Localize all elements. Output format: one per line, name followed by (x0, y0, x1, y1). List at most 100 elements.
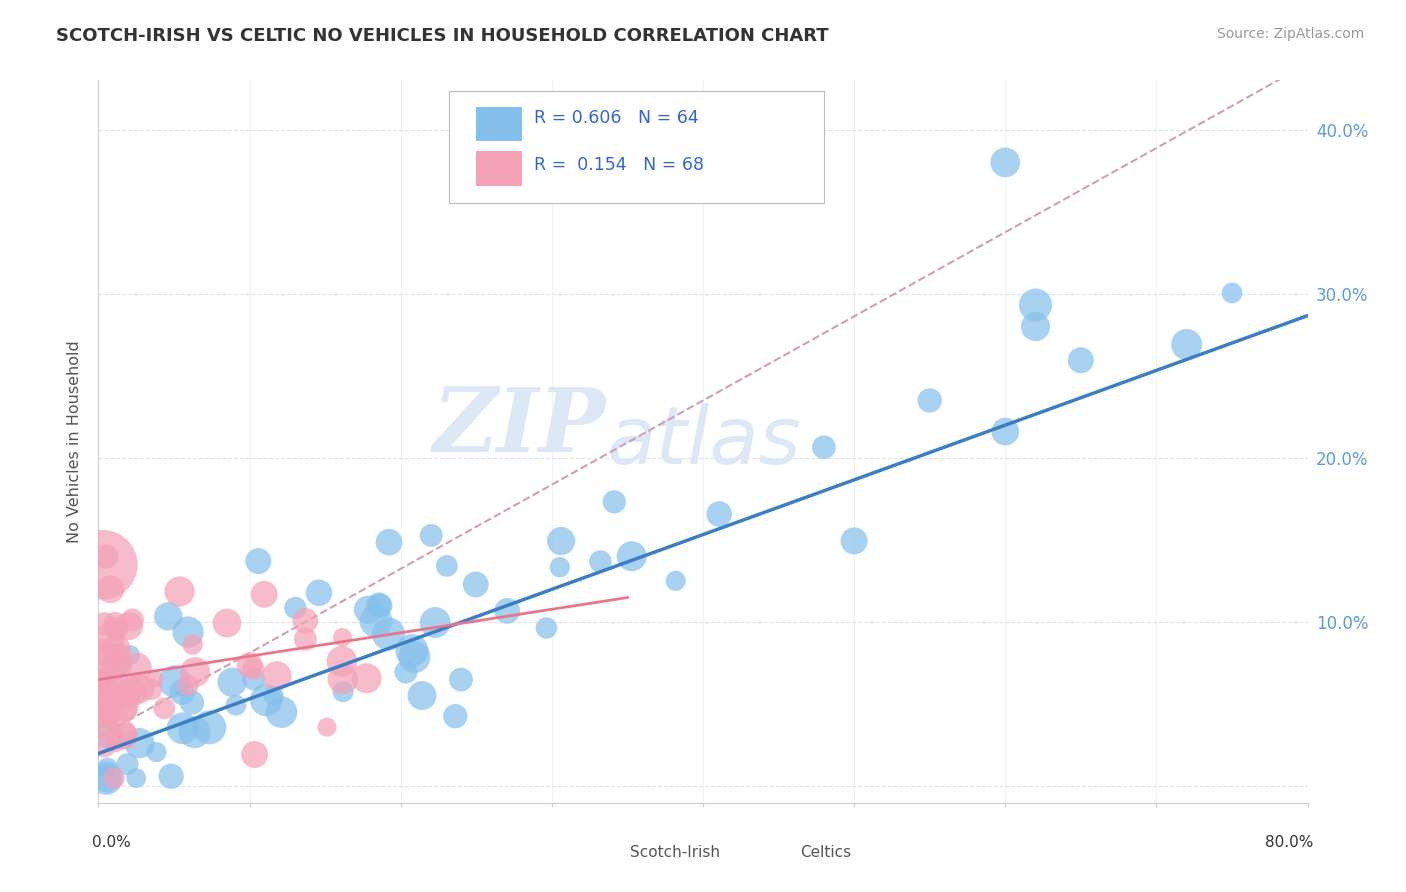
Point (357, 603, 380, 617)
Point (436, 558, 458, 573)
Point (93, 696, 115, 710)
Point (90, 708, 112, 723)
Point (242, 662, 264, 676)
Text: R =  0.154   N = 68: R = 0.154 N = 68 (534, 156, 704, 174)
Point (308, 585, 330, 599)
Point (145, 745, 167, 759)
Bar (475, 152, 522, 186)
Point (160, 769, 183, 783)
Point (994, 155, 1017, 169)
Point (183, 725, 205, 739)
Point (104, 649, 127, 664)
Point (163, 674, 186, 689)
Point (143, 672, 166, 686)
Point (104, 681, 127, 695)
Point (444, 709, 467, 723)
Text: Celtics: Celtics (800, 845, 851, 860)
Point (411, 689, 433, 703)
Point (91, 679, 114, 693)
Point (425, 615, 447, 630)
Point (496, 604, 519, 618)
Point (98, 705, 121, 719)
Point (1175, 337, 1198, 351)
Point (332, 685, 354, 699)
Point (90, 675, 112, 690)
Point (103, 771, 125, 785)
Point (266, 669, 288, 683)
Point (125, 771, 148, 785)
Point (96, 771, 118, 785)
Point (225, 698, 247, 713)
Point (589, 555, 612, 569)
Point (177, 678, 200, 692)
Text: R = 0.606   N = 64: R = 0.606 N = 64 (534, 109, 699, 127)
Point (125, 660, 148, 674)
Point (395, 665, 418, 679)
Point (844, 533, 866, 548)
Text: Source: ZipAtlas.com: Source: ZipAtlas.com (1216, 27, 1364, 41)
Point (294, 614, 316, 628)
Point (94, 771, 117, 785)
Point (107, 648, 129, 663)
Point (709, 507, 731, 521)
Point (181, 696, 204, 710)
Point (97, 708, 120, 723)
Point (238, 658, 260, 673)
Point (994, 425, 1017, 439)
Point (93, 698, 115, 712)
Point (263, 689, 285, 703)
Point (169, 584, 191, 599)
Point (120, 683, 142, 698)
Text: Scotch-Irish: Scotch-Irish (630, 845, 720, 860)
Point (157, 609, 180, 624)
Point (450, 673, 472, 687)
Point (118, 688, 141, 702)
Point (110, 727, 132, 741)
Point (665, 574, 688, 588)
Point (112, 729, 135, 743)
Point (141, 682, 163, 697)
Point (118, 619, 141, 633)
Point (1220, 285, 1243, 300)
Text: ZIP: ZIP (433, 384, 606, 470)
Point (105, 642, 128, 657)
Point (93, 738, 115, 752)
Text: atlas: atlas (606, 402, 801, 481)
Point (105, 690, 128, 704)
Point (294, 632, 316, 647)
Point (184, 665, 207, 680)
Point (364, 614, 387, 628)
Point (90, 672, 112, 686)
Point (270, 705, 292, 719)
Point (401, 643, 423, 657)
Point (107, 655, 129, 669)
Y-axis label: No Vehicles in Household: No Vehicles in Household (67, 340, 83, 543)
Point (1024, 319, 1046, 334)
Point (128, 736, 150, 750)
Point (550, 534, 572, 549)
Point (254, 693, 277, 707)
Point (253, 587, 276, 601)
Point (120, 648, 142, 662)
Point (247, 554, 270, 568)
Point (100, 582, 122, 597)
FancyBboxPatch shape (449, 91, 824, 203)
Point (108, 658, 131, 673)
Point (112, 699, 135, 714)
Point (104, 734, 127, 748)
Point (177, 625, 200, 640)
Point (96, 761, 118, 775)
Point (377, 627, 399, 641)
Point (378, 535, 401, 549)
Point (172, 685, 194, 699)
Point (1070, 353, 1092, 368)
Point (332, 672, 354, 686)
Text: 0.0%: 0.0% (93, 835, 131, 850)
Point (91, 558, 114, 572)
Point (104, 657, 127, 672)
Point (330, 654, 353, 668)
Point (94, 549, 117, 564)
Point (100, 678, 122, 692)
Point (172, 721, 194, 735)
Point (332, 631, 354, 645)
